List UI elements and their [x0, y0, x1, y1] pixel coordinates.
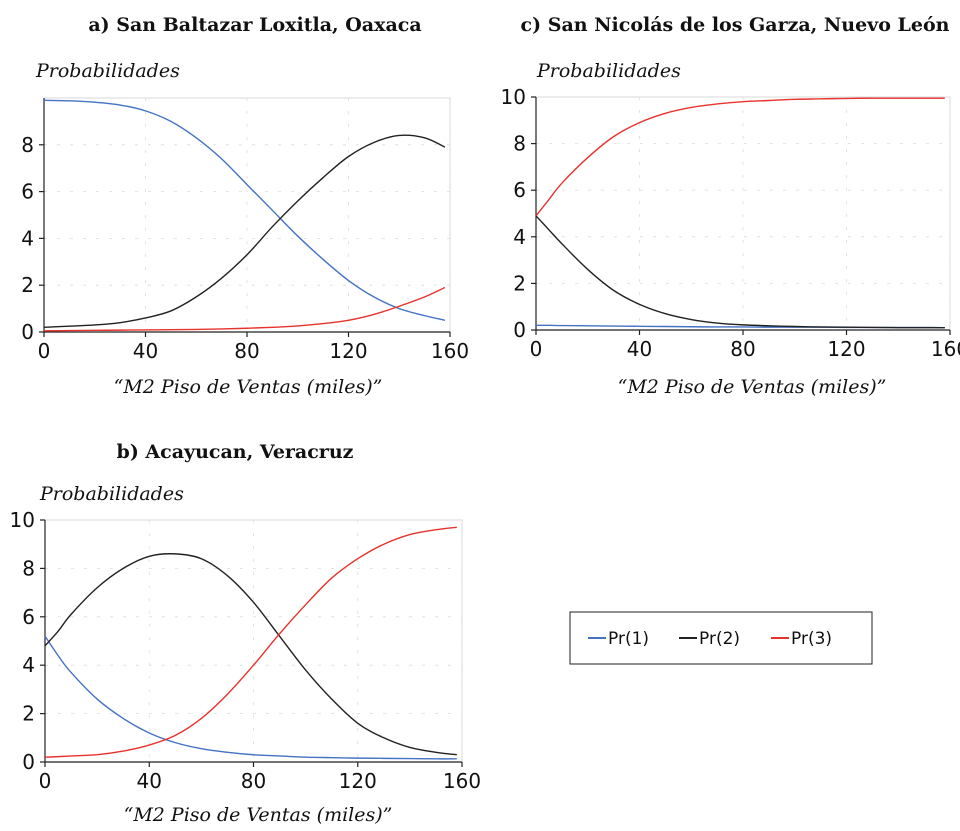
- y-tick-label: 0: [513, 318, 526, 342]
- plot-frame: [535, 96, 951, 331]
- chart-panel-a: a) San Baltazar Loxitla, Oaxaca Probabil…: [21, 14, 469, 398]
- y-tick-label: 10: [10, 508, 35, 532]
- x-tick-label: 160: [431, 339, 469, 363]
- y-tick-label: 0: [21, 320, 34, 344]
- chart-b-title: b) Acayucan, Veracruz: [117, 441, 354, 463]
- x-tick-label: 160: [931, 337, 960, 361]
- series-line-pr2: [44, 553, 457, 756]
- y-tick-label: 4: [513, 225, 526, 249]
- chart-a-ylabel: Probabilidades: [35, 60, 180, 82]
- legend-items: Pr(1) Pr(2) Pr(3): [588, 629, 832, 649]
- x-tick-label: 120: [339, 769, 377, 793]
- y-tick-label: 2: [22, 702, 35, 726]
- x-tick-label: 0: [38, 339, 51, 363]
- legend-label-pr1: Pr(1): [608, 629, 649, 649]
- legend-label-pr2: Pr(2): [699, 629, 740, 649]
- legend: Pr(1) Pr(2) Pr(3): [569, 611, 873, 665]
- y-tick-label: 4: [21, 226, 34, 250]
- chart-panel-b: b) Acayucan, Veracruz Probabilidades “M2…: [10, 441, 482, 826]
- y-tick-label: 4: [22, 653, 35, 677]
- series-line-pr2: [43, 134, 446, 329]
- chart-c-ylabel: Probabilidades: [536, 60, 681, 82]
- chart-b-ylabel: Probabilidades: [39, 483, 184, 505]
- x-tick-label: 40: [627, 337, 652, 361]
- y-tick-label: 6: [513, 178, 526, 202]
- y-tick-label: 10: [501, 85, 526, 109]
- y-tick-label: 2: [21, 273, 34, 297]
- series-line-pr2: [535, 215, 945, 329]
- x-tick-label: 120: [827, 337, 865, 361]
- chart-b-xlabel: “M2 Piso de Ventas (miles)”: [124, 804, 393, 826]
- y-tick-label: 6: [21, 180, 34, 204]
- series-line-pr3: [535, 97, 945, 217]
- x-tick-label: 80: [730, 337, 755, 361]
- series-line-pr1: [43, 99, 446, 321]
- chart-a-xlabel: “M2 Piso de Ventas (miles)”: [114, 376, 383, 398]
- x-tick-label: 40: [137, 769, 162, 793]
- y-tick-label: 6: [22, 605, 35, 629]
- x-tick-label: 160: [443, 769, 481, 793]
- y-tick-label: 8: [22, 556, 35, 580]
- series-line-pr3: [43, 286, 446, 332]
- chart-panel-c: c) San Nicolás de los Garza, Nuevo León …: [501, 14, 960, 398]
- legend-box: [569, 611, 873, 665]
- series-line-pr1: [44, 635, 457, 760]
- x-tick-label: 40: [133, 339, 158, 363]
- chart-c-xlabel: “M2 Piso de Ventas (miles)”: [618, 376, 887, 398]
- y-tick-label: 8: [21, 133, 34, 157]
- x-tick-label: 80: [234, 339, 259, 363]
- chart-c-plot: 0 2 4 6 8 10 0 40 80 120 160: [501, 85, 960, 361]
- chart-c-title: c) San Nicolás de los Garza, Nuevo León: [521, 14, 950, 36]
- y-tick-label: 2: [513, 271, 526, 295]
- chart-a-title: a) San Baltazar Loxitla, Oaxaca: [88, 14, 421, 36]
- series-line-pr3: [44, 526, 457, 758]
- chart-b-plot: 0 2 4 6 8 10 0 40 80 120 160: [10, 508, 482, 793]
- x-tick-label: 120: [329, 339, 367, 363]
- x-tick-label: 80: [241, 769, 266, 793]
- legend-label-pr3: Pr(3): [791, 629, 832, 649]
- y-tick-label: 8: [513, 132, 526, 156]
- plot-frame: [44, 519, 463, 763]
- y-tick-label: 0: [22, 750, 35, 774]
- x-tick-label: 0: [39, 769, 52, 793]
- x-tick-label: 0: [530, 337, 543, 361]
